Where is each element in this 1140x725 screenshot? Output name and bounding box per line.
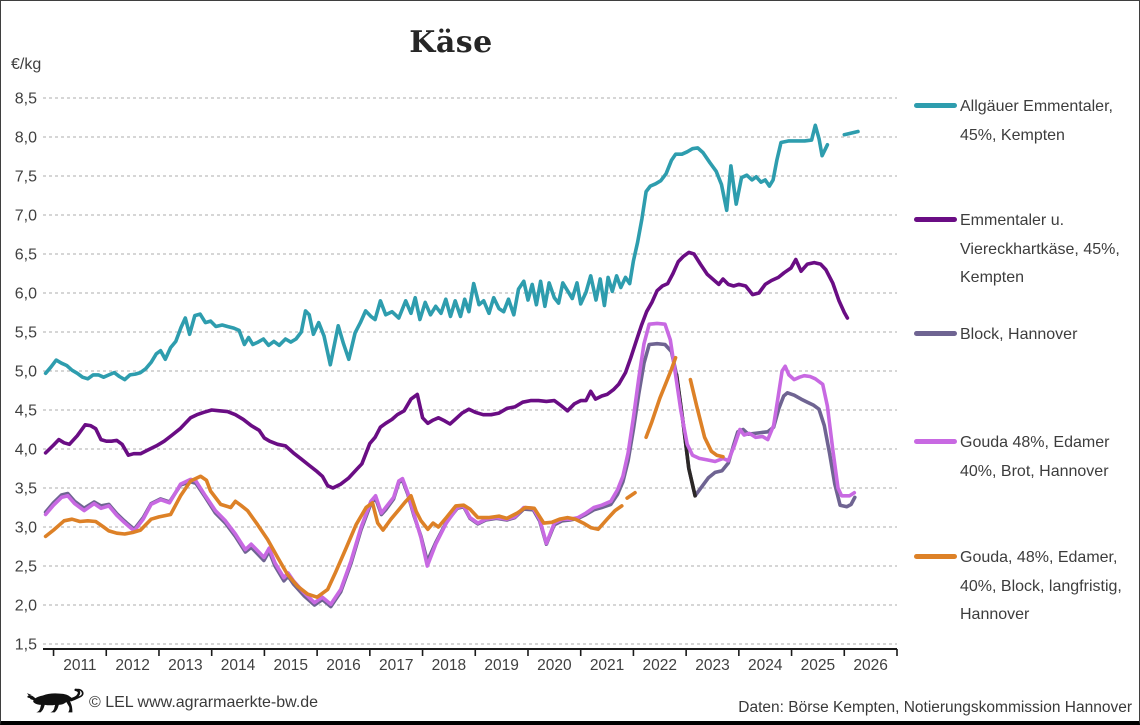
y-axis-unit-label: €/kg bbox=[11, 56, 41, 73]
x-axis-tick-label: 2012 bbox=[115, 657, 149, 674]
x-axis-tick-label: 2015 bbox=[274, 657, 308, 674]
x-axis-tick-label: 2025 bbox=[801, 657, 835, 674]
x-axis-tick-label: 2023 bbox=[695, 657, 729, 674]
legend-entry-label: Allgäuer Emmentaler, 45%, Kempten bbox=[960, 98, 1113, 144]
series-line-gouda-langfristig bbox=[688, 377, 725, 459]
y-axis-tick-label: 8,5 bbox=[15, 91, 37, 108]
y-axis-tick-label: 4,0 bbox=[15, 442, 37, 459]
series-line-allgaeuer-emmentaler bbox=[842, 129, 860, 137]
series-line-gouda-langfristig bbox=[625, 490, 637, 500]
y-axis-tick-label: 2,5 bbox=[15, 559, 37, 576]
legend-line-swatch-icon bbox=[914, 439, 957, 444]
legend-entry: Block, Hannover bbox=[914, 321, 1132, 350]
series-line-emmentaler-viereckhartkaese bbox=[43, 250, 850, 490]
legend-line-swatch-icon bbox=[914, 217, 957, 222]
x-axis-tick-label: 2022 bbox=[643, 657, 677, 674]
y-axis-tick-label: 2,0 bbox=[15, 598, 37, 615]
chart-title: Käse bbox=[409, 25, 493, 60]
x-axis-tick-label: 2019 bbox=[484, 657, 518, 674]
x-axis-tick-label: 2013 bbox=[168, 657, 202, 674]
legend-entry-label: Block, Hannover bbox=[960, 326, 1078, 343]
y-axis-tick-label: 1,5 bbox=[15, 637, 37, 654]
y-axis-tick-label: 4,5 bbox=[15, 403, 37, 420]
y-axis-tick-label: 7,0 bbox=[15, 208, 37, 225]
series-line-allgaeuer-emmentaler bbox=[43, 123, 830, 382]
x-axis-tick-label: 2021 bbox=[590, 657, 624, 674]
x-axis-tick-label: 2020 bbox=[537, 657, 572, 674]
y-axis-tick-label: 5,5 bbox=[15, 325, 37, 342]
legend-entry: Gouda, 48%, Edamer, 40%, Block, langfris… bbox=[914, 544, 1132, 630]
x-axis-tick-label: 2014 bbox=[221, 657, 256, 674]
lel-lion-logo-icon bbox=[26, 688, 84, 713]
series-line-gouda-langfristig bbox=[43, 474, 624, 600]
legend-entry: Gouda 48%, Edamer 40%, Brot, Hannover bbox=[914, 429, 1132, 486]
y-axis-tick-label: 3,5 bbox=[15, 481, 37, 498]
y-axis-tick-label: 6,0 bbox=[15, 286, 37, 303]
x-axis-tick-label: 2026 bbox=[853, 657, 887, 674]
x-axis-tick-label: 2017 bbox=[379, 657, 413, 674]
series-line-gouda-brot bbox=[43, 321, 857, 607]
footer-source: Daten: Börse Kempten, Notierungskommissi… bbox=[738, 699, 1132, 716]
legend-entry-label: Gouda, 48%, Edamer, 40%, Block, langfris… bbox=[960, 549, 1122, 623]
legend-entry-label: Gouda 48%, Edamer 40%, Brot, Hannover bbox=[960, 434, 1110, 480]
y-axis-tick-label: 6,5 bbox=[15, 247, 37, 264]
legend-entry: Allgäuer Emmentaler, 45%, Kempten bbox=[914, 93, 1132, 150]
x-axis-tick-label: 2024 bbox=[748, 657, 783, 674]
legend-line-swatch-icon bbox=[914, 554, 957, 559]
x-axis-tick-label: 2018 bbox=[432, 657, 466, 674]
legend-entry-label: Emmentaler u. Viereckhartkäse, 45%, Kemp… bbox=[960, 212, 1120, 286]
x-axis-tick-label: 2011 bbox=[63, 657, 96, 674]
footer-copyright: © LEL www.agrarmaerkte-bw.de bbox=[89, 694, 319, 711]
y-axis-tick-label: 5,0 bbox=[15, 364, 37, 381]
legend-line-swatch-icon bbox=[914, 103, 957, 108]
series-line-block-hannover bbox=[43, 341, 857, 609]
x-axis-tick-label: 2016 bbox=[326, 657, 360, 674]
legend-entry: Emmentaler u. Viereckhartkäse, 45%, Kemp… bbox=[914, 207, 1132, 293]
legend-line-swatch-icon bbox=[914, 331, 957, 336]
series-line-gouda-langfristig bbox=[644, 355, 678, 440]
y-axis-tick-label: 7,5 bbox=[15, 169, 37, 186]
y-axis-tick-label: 3,0 bbox=[15, 520, 37, 537]
y-axis-tick-label: 8,0 bbox=[15, 130, 37, 147]
